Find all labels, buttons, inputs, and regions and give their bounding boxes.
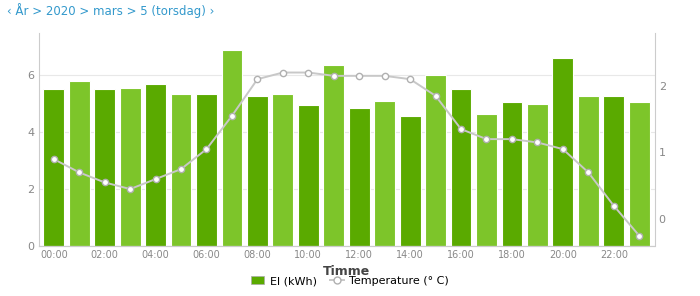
X-axis label: Timme: Timme <box>323 266 370 279</box>
Bar <box>527 104 548 246</box>
Bar <box>374 101 395 246</box>
Bar <box>43 89 64 246</box>
Bar <box>552 58 573 246</box>
Bar <box>578 96 598 246</box>
Bar <box>272 94 293 246</box>
Bar <box>451 89 472 246</box>
Bar <box>629 102 650 246</box>
Bar <box>247 96 268 246</box>
Bar <box>323 65 344 246</box>
Bar <box>120 88 141 246</box>
Text: ‹ År > 2020 > mars > 5 (torsdag) ›: ‹ År > 2020 > mars > 5 (torsdag) › <box>7 3 214 18</box>
Bar <box>298 105 318 246</box>
Bar <box>221 50 242 246</box>
Bar <box>94 89 115 246</box>
Bar <box>196 94 217 246</box>
Bar <box>425 75 446 246</box>
Bar <box>349 108 370 246</box>
Legend: El (kWh), Temperature (° C): El (kWh), Temperature (° C) <box>246 271 454 290</box>
Bar <box>145 84 166 246</box>
Bar <box>69 81 90 246</box>
Bar <box>501 102 522 246</box>
Bar <box>603 96 624 246</box>
Bar <box>476 114 497 246</box>
Bar <box>400 116 421 246</box>
Bar <box>171 94 192 246</box>
